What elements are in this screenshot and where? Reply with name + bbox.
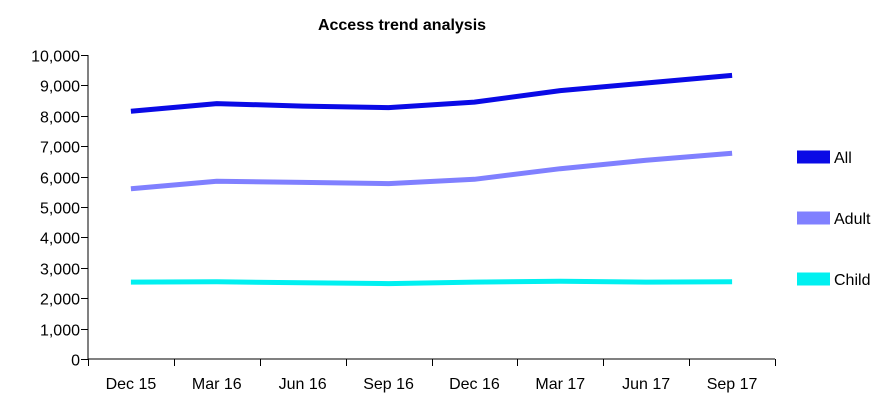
y-tick-label: 5,000 [40, 201, 80, 218]
legend-label-all: All [834, 150, 852, 167]
legend-label-child: Child [834, 272, 870, 289]
series-line-child [130, 278, 733, 287]
y-tick-label: 6,000 [40, 171, 80, 188]
series-line-all [130, 72, 733, 114]
axes: 0 1,000 2,000 3,000 4,000 5,000 6,000 7,000 8,00… [31, 49, 776, 393]
legend: All Adult Child [797, 150, 871, 289]
legend-swatch-all [797, 150, 830, 164]
x-tick-label: Dec 16 [449, 376, 500, 393]
y-tick-label: 0 [71, 353, 80, 370]
y-tick-label: 8,000 [40, 110, 80, 127]
series-layer [130, 72, 733, 287]
y-tick-label: 4,000 [40, 231, 80, 248]
chart-title: Access trend analysis [318, 17, 486, 34]
y-tick-label: 2,000 [40, 292, 80, 309]
legend-swatch-child [797, 272, 830, 286]
y-tick-label: 1,000 [40, 323, 80, 340]
x-tick-label: Dec 15 [106, 376, 157, 393]
x-tick-label: Jun 16 [279, 376, 327, 393]
x-tick-label: Sep 16 [363, 376, 414, 393]
y-tick-label: 3,000 [40, 262, 80, 279]
series-line-adult [130, 150, 733, 192]
y-tick-label: 10,000 [31, 49, 80, 66]
x-tick-label: Jun 17 [622, 376, 670, 393]
legend-swatch-adult [797, 211, 830, 225]
y-tick-label: 7,000 [40, 140, 80, 157]
legend-label-adult: Adult [834, 211, 871, 228]
y-tick-label: 9,000 [40, 79, 80, 96]
x-tick-label: Mar 16 [192, 376, 242, 393]
x-tick-label: Mar 17 [535, 376, 585, 393]
x-tick-label: Sep 17 [707, 376, 758, 393]
